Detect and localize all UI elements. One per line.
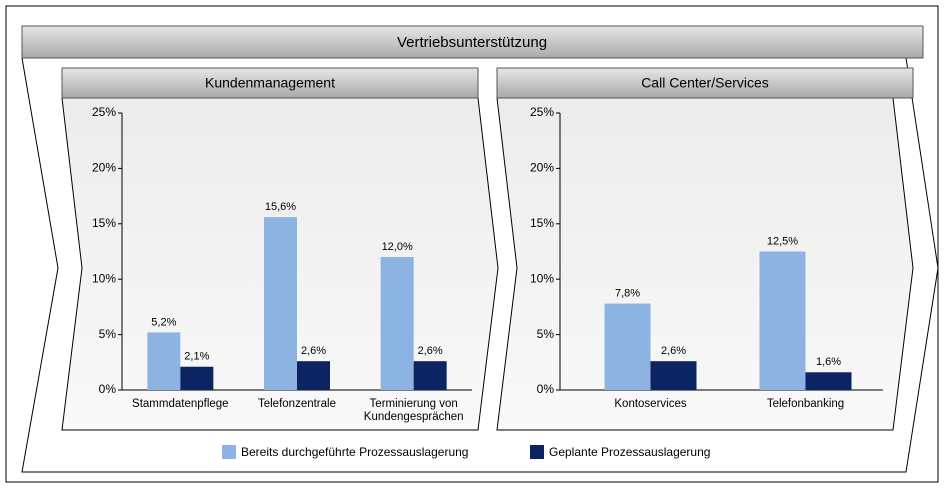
legend-swatch — [222, 445, 236, 459]
legend-label: Geplante Prozessauslagerung — [549, 445, 710, 459]
y-tick-label: 0% — [99, 382, 117, 396]
x-tick-label: Stammdatenpflege — [132, 398, 229, 410]
x-tick-label: Terminierung von Kundengesprächen — [363, 398, 464, 423]
bar — [297, 361, 330, 390]
y-tick-label: 0% — [537, 382, 555, 396]
bar — [759, 251, 806, 390]
bar — [805, 372, 852, 390]
panel-title: Call Center/Services — [641, 75, 769, 91]
bar — [380, 257, 414, 390]
y-tick-label: 5% — [537, 327, 555, 341]
value-label: 7,8% — [615, 287, 640, 299]
panel-header — [496, 67, 914, 99]
x-label-box: Telefonbanking — [766, 398, 845, 410]
value-label: 2,6% — [301, 345, 326, 357]
y-tick-label: 25% — [92, 105, 116, 119]
value-label: 12,5% — [767, 235, 798, 247]
bar — [413, 361, 447, 390]
y-tick-label: 20% — [92, 161, 116, 175]
panel-header — [61, 67, 479, 99]
y-tick-label: 25% — [530, 105, 554, 119]
y-tick-label: 10% — [530, 271, 554, 285]
bar — [650, 361, 697, 390]
header-title: Vertriebsunterstützung — [397, 34, 547, 51]
y-tick-label: 10% — [92, 271, 116, 285]
value-label: 1,6% — [816, 356, 841, 368]
x-tick-label: Telefonzentrale — [257, 398, 336, 410]
value-label: 5,2% — [151, 316, 176, 328]
value-label: 2,1% — [184, 351, 209, 363]
outer-chevron — [21, 57, 939, 473]
bar — [264, 217, 297, 390]
header-bar — [21, 25, 924, 59]
x-label-box: Telefonzentrale — [257, 398, 336, 410]
y-tick-label: 15% — [530, 216, 554, 230]
value-label: 12,0% — [382, 241, 413, 253]
value-label: 2,6% — [661, 345, 686, 357]
value-label: 2,6% — [418, 345, 443, 357]
value-label: 15,6% — [265, 201, 296, 213]
legend-swatch — [530, 445, 544, 459]
x-tick-label: Kontoservices — [614, 398, 687, 410]
y-tick-label: 20% — [530, 161, 554, 175]
bar — [180, 366, 214, 390]
legend-label: Bereits durchgeführte Prozessauslagerung — [241, 445, 468, 459]
x-label-box: Terminierung von Kundengesprächen — [363, 398, 464, 423]
x-label-box: Kontoservices — [614, 398, 687, 410]
y-tick-label: 5% — [99, 327, 117, 341]
x-label-box: Stammdatenpflege — [132, 398, 229, 410]
panel-title: Kundenmanagement — [205, 75, 335, 91]
x-tick-label: Telefonbanking — [766, 398, 845, 410]
y-tick-label: 15% — [92, 216, 116, 230]
bar — [604, 303, 651, 390]
bar — [147, 332, 181, 390]
